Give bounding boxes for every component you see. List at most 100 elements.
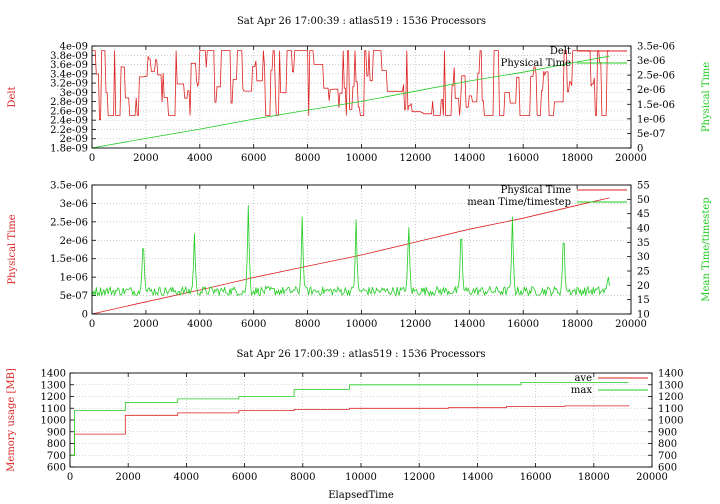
x-tick-label: 8000 [295, 319, 320, 330]
x-tick-label: 2000 [133, 153, 158, 164]
x-tick-label: 10000 [346, 153, 378, 164]
y-tick-label: 1100 [41, 404, 66, 415]
y-tick-label: 1.5e-06 [50, 254, 88, 265]
chart-1: 0 2000 4000 6000 8000 10000 12000 14000 16000 180… [7, 16, 712, 164]
y-axis-label: Physical Time [7, 214, 18, 284]
y-tick-label: 3.4e-09 [50, 69, 88, 80]
y-tick-label: 2.5e-06 [50, 217, 88, 228]
y2-tick-label: 800 [658, 439, 677, 450]
x-tick-label: 8000 [295, 153, 320, 164]
series-line-max [70, 382, 629, 456]
y2-tick-label: 3e-06 [637, 56, 665, 67]
x-tick-label: 14000 [453, 153, 485, 164]
y2-tick-label: 25 [637, 267, 650, 278]
y2-tick-label: 1200 [658, 392, 683, 403]
y2-tick-label: 15 [637, 295, 650, 306]
y2-tick-label: 5e-07 [637, 129, 665, 140]
legend-label: Delt [550, 46, 571, 57]
y2-tick-label: 1100 [658, 404, 683, 415]
y-tick-label: 3e-09 [60, 88, 88, 99]
legend-label: max [571, 385, 592, 396]
y2-tick-label: 50 [637, 195, 650, 206]
x-tick-label: 6000 [241, 153, 266, 164]
y2-tick-label: 600 [658, 463, 677, 474]
y-tick-label: 2.8e-09 [50, 97, 88, 108]
x-tick-label: 20000 [615, 153, 647, 164]
x-tick-label: 16000 [520, 472, 552, 483]
y2-axis-label: Mean Time/timestep [701, 197, 712, 301]
chart-title: Sat Apr 26 17:00:39 : atlas519 : 1536 Pr… [237, 16, 486, 27]
y-tick-label: 0 [82, 310, 88, 321]
y2-tick-label: 700 [658, 451, 677, 462]
x-tick-label: 12000 [399, 319, 431, 330]
y-axis-label: Delt [7, 86, 18, 107]
y2-tick-label: 20 [637, 281, 650, 292]
y-tick-label: 1.8e-09 [50, 144, 88, 155]
y2-tick-label: 900 [658, 427, 677, 438]
x-tick-label: 6000 [241, 319, 266, 330]
x-tick-label: 20000 [615, 319, 647, 330]
y2-tick-label: 0 [637, 144, 643, 155]
y2-tick-label: 3.5e-06 [637, 42, 675, 53]
y-tick-label: 600 [47, 463, 66, 474]
y-tick-label: 3.2e-09 [50, 79, 88, 90]
legend-label: mean Time/timestep [467, 197, 571, 208]
x-tick-label: 18000 [578, 472, 610, 483]
chart-title: Sat Apr 26 17:00:39 : atlas519 : 1536 Pr… [236, 349, 485, 360]
x-tick-label: 10000 [346, 319, 378, 330]
y-tick-label: 5e-07 [60, 291, 88, 302]
y-tick-label: 1e-06 [60, 273, 88, 284]
x-tick-label: 4000 [187, 319, 212, 330]
x-tick-label: 16000 [507, 319, 539, 330]
legend-label: Physical Time [501, 185, 571, 196]
x-tick-label: 16000 [507, 153, 539, 164]
y-tick-label: 2e-09 [60, 134, 88, 145]
y-tick-label: 2e-06 [60, 236, 88, 247]
y-tick-label: 1000 [41, 416, 66, 427]
y2-tick-label: 55 [637, 181, 650, 192]
x-tick-label: 0 [89, 153, 95, 164]
y2-tick-label: 1300 [658, 380, 683, 391]
legend-label: ave [574, 373, 592, 384]
x-tick-label: 10000 [345, 472, 377, 483]
x-tick-label: 2000 [115, 472, 140, 483]
y-tick-label: 3.8e-09 [50, 51, 88, 62]
y-tick-label: 3e-06 [60, 199, 88, 210]
x-tick-label: 4000 [174, 472, 199, 483]
y2-tick-label: 1e-06 [637, 114, 665, 125]
y-tick-label: 1200 [41, 392, 66, 403]
y2-tick-label: 10 [637, 310, 650, 321]
y-tick-label: 700 [47, 451, 66, 462]
y2-tick-label: 2.5e-06 [637, 71, 675, 82]
legend-label: Physical Time [501, 58, 571, 69]
series-line-delt [92, 50, 610, 121]
y-tick-label: 900 [47, 427, 66, 438]
x-tick-label: 0 [67, 472, 73, 483]
series-line-ave [70, 405, 630, 456]
plot-frame [91, 184, 632, 315]
x-tick-label: 12000 [399, 153, 431, 164]
x-tick-label: 12000 [403, 472, 435, 483]
y2-axis-label: Physical Time [701, 62, 712, 132]
y-tick-label: 2.4e-09 [50, 116, 88, 127]
chart-2: 0 2000 4000 6000 8000 10000 12000 14000 16000 180… [7, 181, 712, 331]
x-tick-label: 14000 [453, 319, 485, 330]
y-tick-label: 1400 [41, 369, 66, 380]
y-tick-label: 3.5e-06 [50, 181, 88, 192]
y2-tick-label: 40 [637, 224, 650, 235]
y-tick-label: 800 [47, 439, 66, 450]
chart-3: 0 2000 4000 6000 8000 10000 12000 14000 16000 180… [6, 349, 683, 501]
y-tick-label: 2.2e-09 [50, 125, 88, 136]
x-tick-label: 18000 [561, 319, 593, 330]
x-tick-label: 8000 [290, 472, 315, 483]
x-tick-label: 4000 [187, 153, 212, 164]
y-tick-label: 4e-09 [60, 42, 88, 53]
series-line-physical-time [91, 55, 610, 149]
x-tick-label: 6000 [232, 472, 257, 483]
plot-frame [91, 45, 632, 149]
x-tick-label: 2000 [133, 319, 158, 330]
x-tick-label: 18000 [561, 153, 593, 164]
x-tick-label: 0 [89, 319, 95, 330]
plot-frame [69, 372, 653, 468]
